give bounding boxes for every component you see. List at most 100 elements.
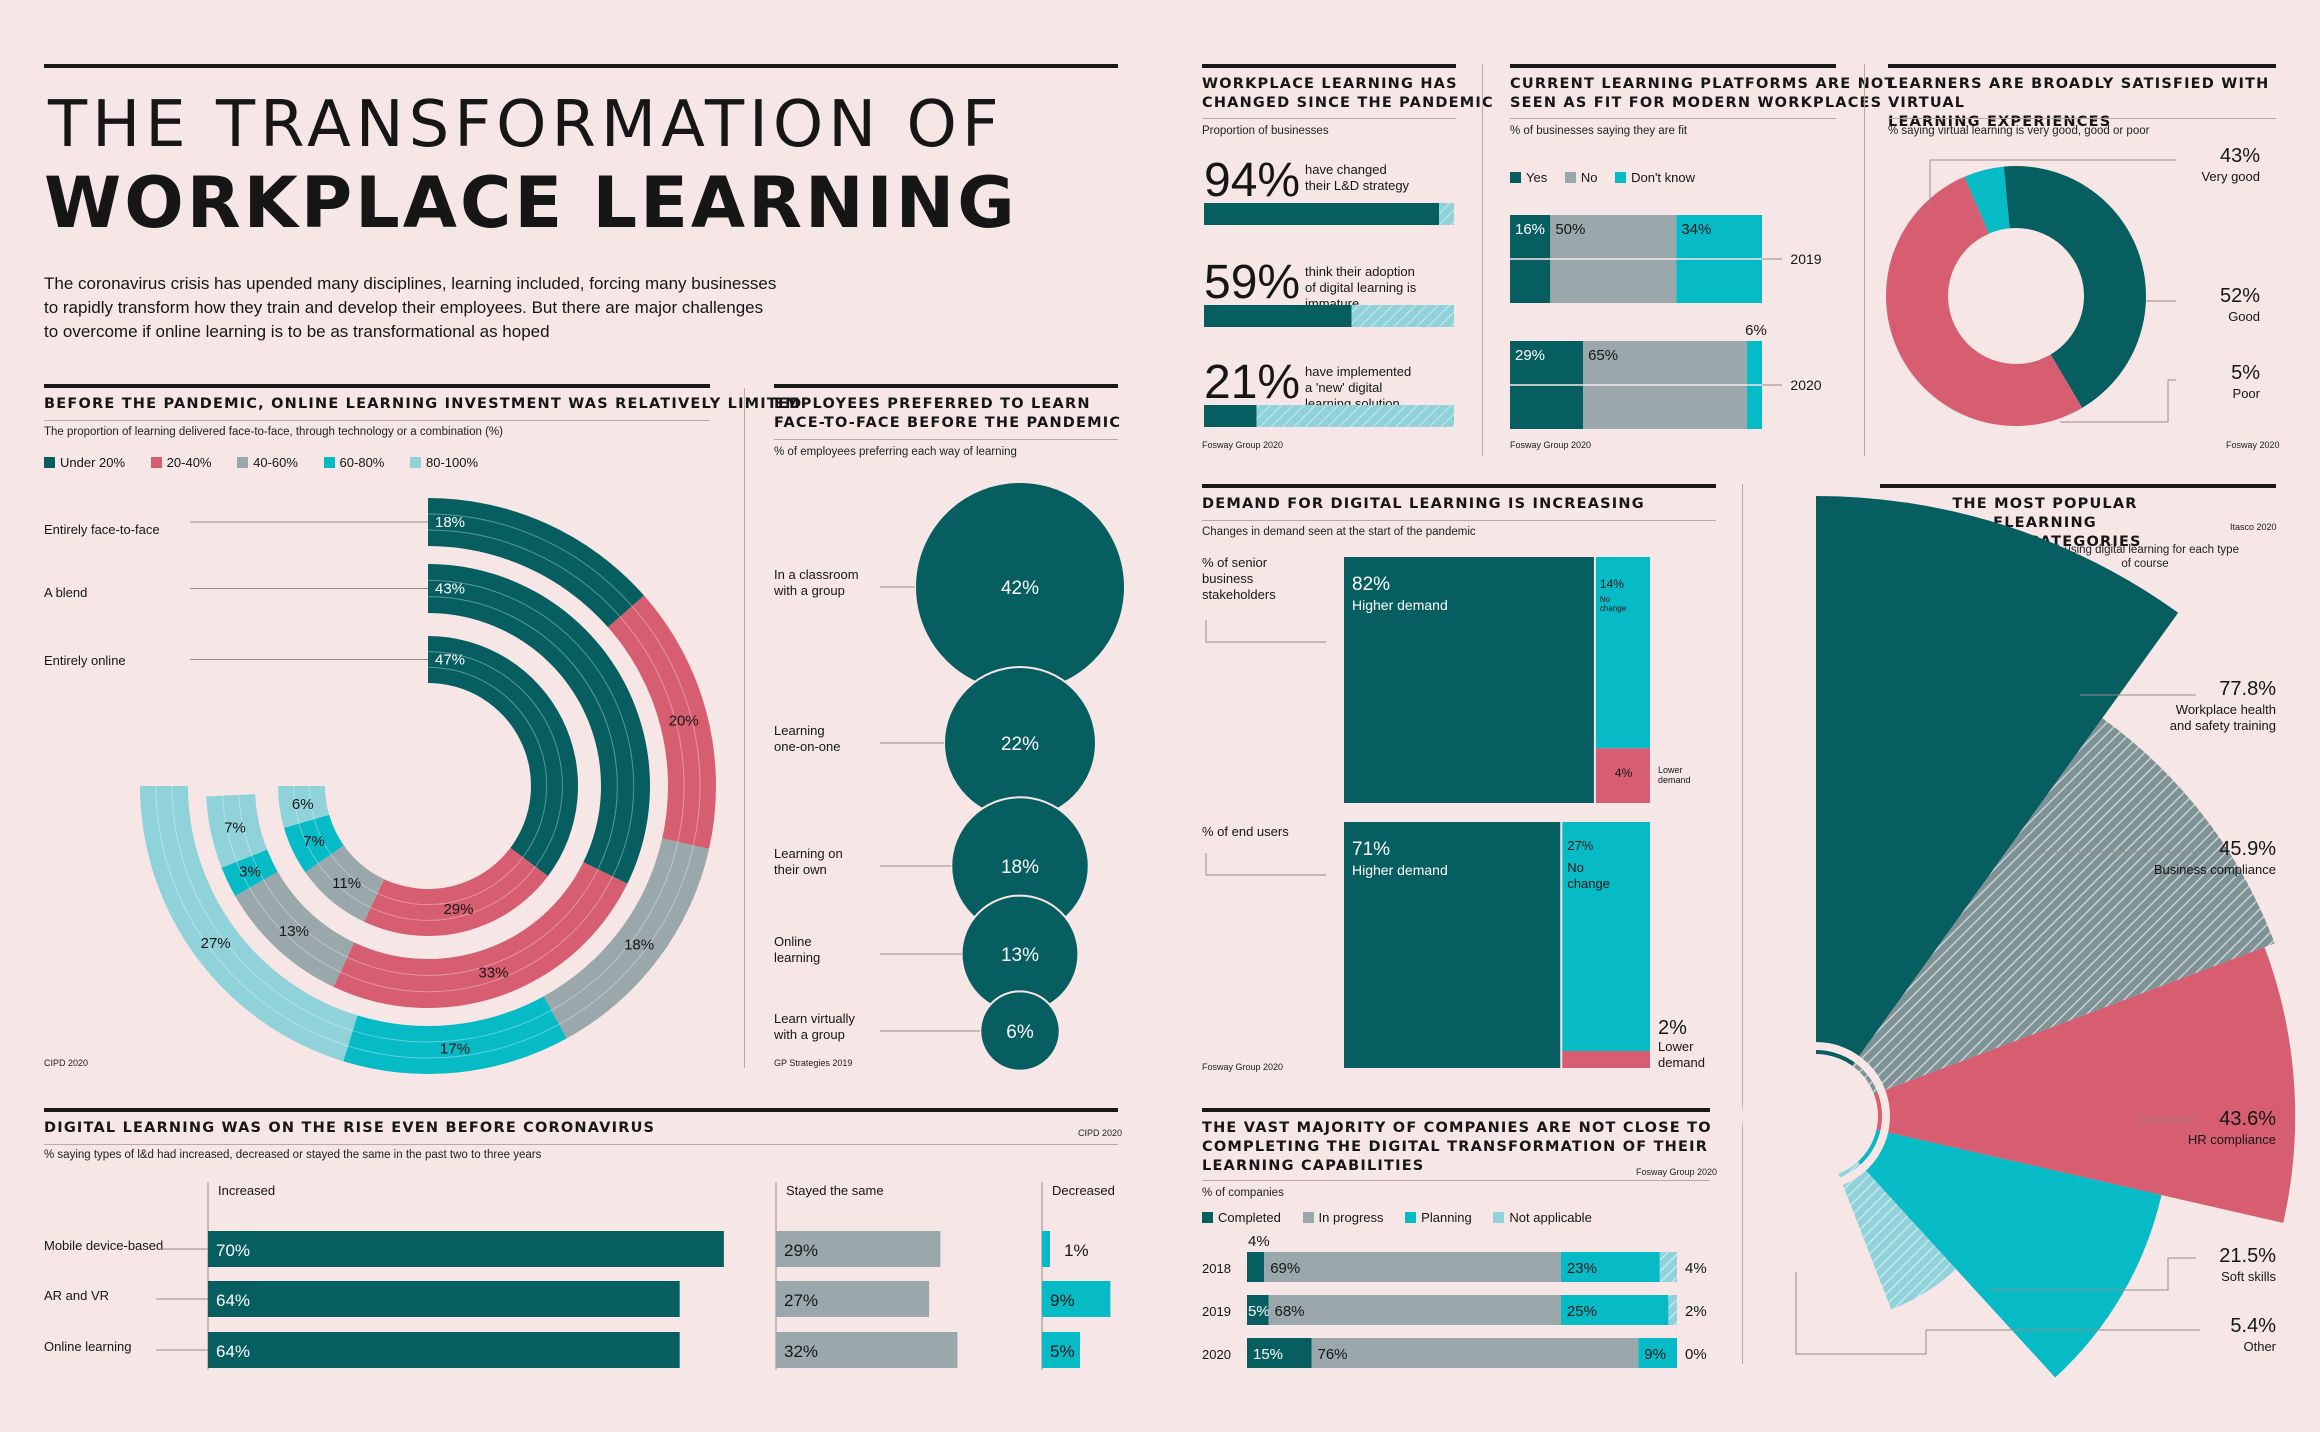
- radial-gridline: [619, 616, 685, 842]
- donut-leader-line: [2060, 379, 2176, 423]
- transformation-bar-segment: [1668, 1295, 1677, 1325]
- rise-value-label: 64%: [216, 1342, 250, 1361]
- radial-value-label: 6%: [292, 796, 314, 813]
- radial-value-label: 17%: [440, 1041, 470, 1058]
- transformation-bar-segment: [1247, 1338, 1312, 1368]
- rise-value-label: 32%: [784, 1342, 818, 1361]
- bubble-value-label: 22%: [1001, 734, 1039, 755]
- radial-gridline: [427, 513, 633, 607]
- radial-gridline: [340, 876, 614, 993]
- polar-segment: [1815, 496, 2179, 1068]
- demand-value-label: 82%: [1352, 574, 1390, 595]
- rise-value-label: 64%: [216, 1291, 250, 1310]
- demand-lower-block: [1561, 1051, 1650, 1068]
- bubble-category-label: In a classroom: [774, 567, 859, 582]
- donut-value-label: 5%: [2231, 362, 2260, 384]
- radial-value-label: 18%: [624, 937, 654, 954]
- radial-gridline: [313, 818, 332, 855]
- radial-gridline: [558, 845, 694, 1025]
- transformation-value-label: 25%: [1567, 1303, 1597, 1320]
- rise-column-header: Stayed the same: [786, 1183, 884, 1198]
- bubble-category-label: Learning on: [774, 846, 843, 861]
- rise-category-label: AR and VR: [44, 1288, 109, 1303]
- demand-lower-block: [1594, 748, 1650, 803]
- demand-higher-block: [1344, 557, 1595, 803]
- changed-title: WORKPLACE LEARNING HAS CHANGED SINCE THE …: [1202, 76, 1494, 111]
- popular-source: Itasco 2020: [2230, 522, 2277, 532]
- radial-value-label: 7%: [224, 820, 246, 837]
- investment-title: BEFORE THE PANDEMIC, ONLINE LEARNING INV…: [44, 396, 803, 412]
- radial-gridline: [155, 785, 349, 1047]
- demand-nochange-block: [1561, 822, 1650, 1052]
- demand-series-label: demand: [1658, 1055, 1705, 1070]
- polar-value-label: 77.8%: [2219, 678, 2276, 700]
- changed-description: have implemented: [1305, 364, 1411, 379]
- radial-segment: [428, 564, 650, 884]
- polar-value-label: 45.9%: [2219, 838, 2276, 860]
- demand-series-label: Higher demand: [1352, 862, 1448, 878]
- polar-segment: [1872, 947, 2296, 1223]
- bubble-value-label: 18%: [1001, 857, 1039, 878]
- rise-bar: [1042, 1231, 1050, 1267]
- transformation-subtitle: % of companies: [1202, 1187, 1284, 1199]
- polar-value-label: 43.6%: [2219, 1108, 2276, 1130]
- bubble-category-label: learning: [774, 950, 820, 965]
- demand-leader-line: [1205, 620, 1326, 643]
- rise-source: CIPD 2020: [1078, 1128, 1123, 1138]
- radial-value-label: 18%: [435, 514, 465, 531]
- demand-subtitle: Changes in demand seen at the start of t…: [1202, 526, 1476, 538]
- radial-gridline: [427, 666, 548, 858]
- bubble-category-label: Learning: [774, 723, 825, 738]
- demand-series-label: demand: [1658, 775, 1691, 785]
- demand-source: Fosway Group 2020: [1202, 1062, 1284, 1072]
- platforms-value-label: 6%: [1745, 322, 1767, 339]
- rise-bar: [208, 1281, 680, 1317]
- polar-value-label: 21.5%: [2219, 1245, 2276, 1267]
- transformation-value-label: 5%: [1248, 1303, 1270, 1320]
- rise-value-label: 27%: [784, 1291, 818, 1310]
- transformation-value-label: 4%: [1248, 1233, 1270, 1250]
- transformation-value-label: 0%: [1685, 1346, 1707, 1363]
- radial-gridline: [222, 795, 238, 862]
- rise-bar: [776, 1332, 958, 1368]
- transformation-value-label: 69%: [1270, 1260, 1300, 1277]
- radial-value-label: 3%: [239, 863, 261, 880]
- radial-gridline: [171, 785, 353, 1032]
- platforms-year-label: 2020: [1790, 377, 1821, 393]
- page-title-line2: WORKPLACE LEARNING: [44, 162, 1018, 244]
- polar-category-label: Workplace health: [2176, 702, 2276, 717]
- donut-category-label: Very good: [2201, 169, 2260, 184]
- transformation-year-label: 2019: [1202, 1304, 1231, 1319]
- platforms-value-label: 65%: [1588, 347, 1618, 364]
- radial-gridline: [427, 651, 563, 867]
- radial-value-label: 33%: [478, 964, 508, 981]
- demand-category-label: % of end users: [1202, 824, 1289, 839]
- demand-leader-line: [1205, 853, 1326, 876]
- bubble-value-label: 42%: [1001, 578, 1039, 599]
- transformation-value-label: 9%: [1644, 1346, 1666, 1363]
- radial-value-label: 7%: [303, 833, 325, 850]
- radial-segment: [283, 814, 344, 873]
- polar-value-label: 5.4%: [2230, 1315, 2276, 1337]
- transformation-bar-segment: [1560, 1295, 1669, 1325]
- radial-gridline: [293, 785, 300, 824]
- radial-segment: [221, 849, 278, 896]
- investment-subtitle: The proportion of learning delivered fac…: [44, 426, 503, 438]
- radial-segment: [343, 996, 567, 1074]
- radial-gridline: [427, 579, 635, 877]
- radial-gridline: [352, 1009, 552, 1043]
- demand-value-label: 14%: [1600, 577, 1624, 591]
- radial-gridline: [248, 887, 341, 973]
- transformation-source: Fosway Group 2020: [1636, 1167, 1718, 1177]
- rise-column-header: Decreased: [1052, 1183, 1115, 1198]
- changed-description: of digital learning is: [1305, 280, 1417, 295]
- platforms-value-label: 29%: [1515, 347, 1545, 364]
- radial-value-label: 27%: [201, 935, 231, 952]
- polar-category-label: Other: [2243, 1339, 2276, 1354]
- radial-segment: [608, 595, 716, 849]
- polar-segment: [1837, 1160, 1957, 1310]
- rise-bar: [1042, 1332, 1080, 1368]
